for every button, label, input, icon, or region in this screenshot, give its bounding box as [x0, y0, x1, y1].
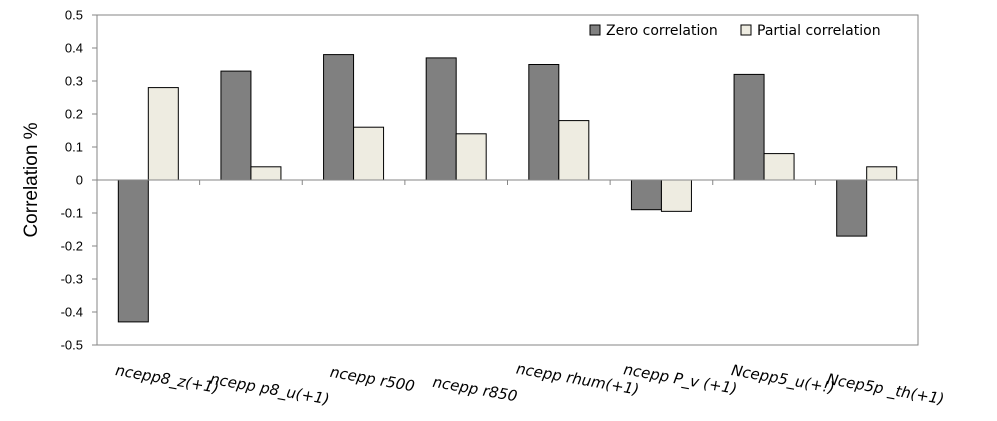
legend-label: Partial correlation — [757, 23, 881, 39]
bar-zero-correlation — [630, 179, 662, 211]
x-category-label: ncepp r500 — [329, 363, 416, 396]
x-category-label: ncepp8_z(+1) — [114, 361, 220, 398]
bar-partial-correlation — [353, 126, 385, 181]
x-category-label: Ncepp5_u(+!) — [730, 361, 836, 398]
x-category-label: ncepp p8_u(+1) — [209, 370, 331, 410]
y-tick-label: 0 — [76, 173, 83, 188]
bar-zero-correlation — [836, 179, 868, 237]
bar-zero-correlation — [117, 179, 149, 323]
y-tick-label: 0.2 — [65, 107, 83, 122]
legend-swatch — [740, 24, 752, 36]
bar-zero-correlation — [425, 57, 457, 181]
y-axis-label: Correlation % — [21, 122, 42, 237]
x-category-label: ncepp P_v (+1) — [622, 360, 738, 399]
y-tick-label: -0.1 — [61, 206, 83, 221]
bar-zero-correlation — [323, 54, 355, 181]
x-category-label: ncepp r850 — [431, 373, 518, 406]
legend-label: Zero correlation — [606, 23, 718, 39]
y-tick-label: -0.5 — [61, 338, 83, 353]
y-tick-label: 0.1 — [65, 140, 83, 155]
y-tick-label: -0.2 — [61, 239, 83, 254]
y-tick-label: 0.5 — [65, 8, 83, 23]
bar-zero-correlation — [220, 70, 252, 181]
y-tick-label: -0.4 — [61, 305, 83, 320]
bar-partial-correlation — [660, 179, 692, 212]
bar-partial-correlation — [250, 166, 282, 181]
bar-partial-correlation — [558, 120, 590, 181]
legend-swatch — [589, 24, 601, 36]
x-category-label: ncepp rhum(+1) — [515, 359, 641, 398]
bar-zero-correlation — [733, 73, 765, 181]
y-tick-label: 0.4 — [65, 41, 83, 56]
y-tick-label: 0.3 — [65, 74, 83, 89]
x-category-label: Ncep5p _th(+1) — [825, 370, 945, 409]
bar-partial-correlation — [455, 133, 487, 181]
y-tick-label: -0.3 — [61, 272, 83, 287]
bar-partial-correlation — [866, 166, 898, 181]
bar-partial-correlation — [147, 87, 179, 181]
bar-zero-correlation — [528, 64, 560, 181]
bar-partial-correlation — [763, 153, 795, 181]
